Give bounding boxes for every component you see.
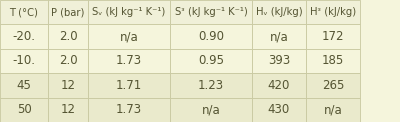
Text: 265: 265	[322, 79, 344, 92]
Text: 2.0: 2.0	[59, 30, 77, 43]
Text: 1.73: 1.73	[116, 55, 142, 67]
Text: Sᵥ (kJ kg⁻¹ K⁻¹): Sᵥ (kJ kg⁻¹ K⁻¹)	[92, 7, 166, 17]
Text: 45: 45	[16, 79, 32, 92]
Text: 393: 393	[268, 55, 290, 67]
Bar	[0, 49, 48, 73]
Text: 430: 430	[268, 103, 290, 116]
Bar	[252, 73, 306, 98]
Text: 12: 12	[60, 79, 76, 92]
Bar	[170, 0, 252, 24]
Text: 185: 185	[322, 55, 344, 67]
Bar	[170, 98, 252, 122]
Text: 50: 50	[17, 103, 31, 116]
Text: 12: 12	[60, 103, 76, 116]
Text: n/a: n/a	[202, 103, 220, 116]
Bar	[88, 98, 170, 122]
Bar	[0, 73, 48, 98]
Text: Hᵌ (kJ/kg): Hᵌ (kJ/kg)	[310, 7, 356, 17]
Text: 1.73: 1.73	[116, 103, 142, 116]
Bar	[252, 49, 306, 73]
Bar	[170, 24, 252, 49]
Bar	[306, 73, 360, 98]
Text: -20.: -20.	[12, 30, 36, 43]
Text: 1.23: 1.23	[198, 79, 224, 92]
Bar	[48, 49, 88, 73]
Bar	[48, 98, 88, 122]
Bar	[0, 98, 48, 122]
Bar	[306, 24, 360, 49]
Bar	[48, 0, 88, 24]
Text: P (bar): P (bar)	[51, 7, 85, 17]
Bar	[252, 98, 306, 122]
Bar	[0, 0, 48, 24]
Bar	[306, 98, 360, 122]
Text: n/a: n/a	[120, 30, 138, 43]
Bar	[170, 73, 252, 98]
Text: 2.0: 2.0	[59, 55, 77, 67]
Bar	[252, 0, 306, 24]
Bar	[88, 24, 170, 49]
Bar	[88, 0, 170, 24]
Text: 0.95: 0.95	[198, 55, 224, 67]
Text: 420: 420	[268, 79, 290, 92]
Bar	[306, 0, 360, 24]
Bar	[88, 73, 170, 98]
Text: n/a: n/a	[324, 103, 342, 116]
Bar	[170, 49, 252, 73]
Text: 1.71: 1.71	[116, 79, 142, 92]
Text: -10.: -10.	[12, 55, 36, 67]
Text: 172: 172	[322, 30, 344, 43]
Bar	[252, 24, 306, 49]
Text: n/a: n/a	[270, 30, 288, 43]
Text: Hᵥ (kJ/kg): Hᵥ (kJ/kg)	[256, 7, 302, 17]
Text: 0.90: 0.90	[198, 30, 224, 43]
Text: T (°C): T (°C)	[10, 7, 38, 17]
Text: Sᵌ (kJ kg⁻¹ K⁻¹): Sᵌ (kJ kg⁻¹ K⁻¹)	[175, 7, 247, 17]
Bar	[306, 49, 360, 73]
Bar	[48, 73, 88, 98]
Bar	[0, 24, 48, 49]
Bar	[48, 24, 88, 49]
Bar	[88, 49, 170, 73]
